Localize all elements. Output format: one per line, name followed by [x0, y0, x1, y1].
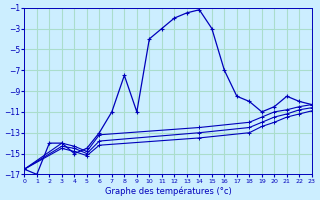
X-axis label: Graphe des températures (°c): Graphe des températures (°c): [105, 186, 231, 196]
